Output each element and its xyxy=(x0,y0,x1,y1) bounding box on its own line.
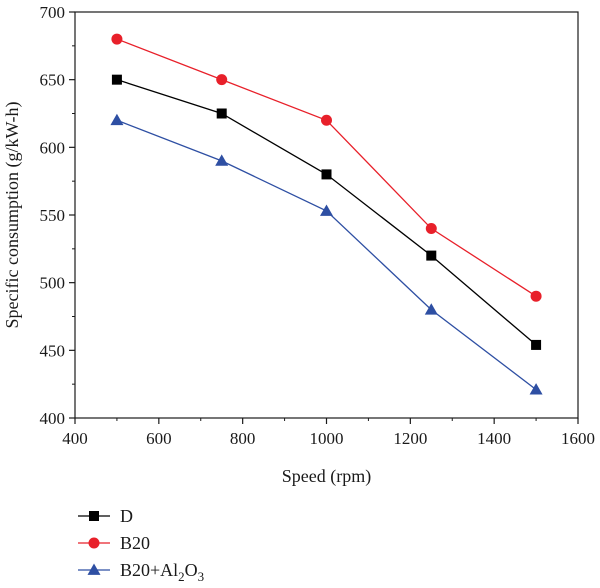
data-point xyxy=(216,74,228,86)
series-layer xyxy=(110,33,543,395)
y-axis: 400 450 500 550 600 650 700 xyxy=(40,3,75,428)
data-point xyxy=(425,223,437,235)
legend: D B20 B20+Al2O3 xyxy=(78,506,204,584)
data-point xyxy=(110,113,124,126)
legend-item: B20 xyxy=(78,533,150,553)
y-tick-label: 550 xyxy=(40,206,66,225)
x-tick-label: 600 xyxy=(146,429,172,448)
series-d xyxy=(111,74,542,350)
y-tick-label: 700 xyxy=(40,3,66,22)
data-point xyxy=(111,74,122,85)
legend-marker xyxy=(89,511,99,521)
x-tick-label: 1000 xyxy=(310,429,344,448)
data-point xyxy=(111,33,123,45)
x-axis: 400 600 800 1000 1200 1400 1600 xyxy=(62,418,595,448)
legend-label: B20+Al2O3 xyxy=(120,560,204,584)
y-tick-label: 500 xyxy=(40,274,66,293)
data-point xyxy=(215,154,229,166)
x-tick-label: 1600 xyxy=(561,429,595,448)
legend-marker xyxy=(87,563,101,575)
legend-marker xyxy=(88,537,100,549)
y-axis-title: Specific consumption (g/kW-h) xyxy=(2,102,23,329)
x-axis-title: Speed (rpm) xyxy=(282,466,371,487)
x-tick-label: 800 xyxy=(230,429,256,448)
y-tick-label: 650 xyxy=(40,71,66,90)
series-line xyxy=(116,38,537,297)
data-point xyxy=(529,383,543,395)
data-point xyxy=(320,204,333,216)
series-b20 xyxy=(111,33,542,302)
legend-item: D xyxy=(78,506,133,526)
legend-label: D xyxy=(120,506,133,526)
y-tick-label: 400 xyxy=(40,409,66,428)
x-tick-label: 1200 xyxy=(393,429,427,448)
data-point xyxy=(531,339,542,350)
data-point xyxy=(426,250,437,261)
legend-label: B20 xyxy=(120,533,150,553)
y-tick-label: 450 xyxy=(40,341,66,360)
data-point xyxy=(424,303,438,315)
data-point xyxy=(216,108,227,119)
data-point xyxy=(530,290,542,302)
y-tick-label: 600 xyxy=(40,138,66,157)
data-point xyxy=(321,169,332,180)
data-point xyxy=(321,114,332,126)
x-tick-label: 1400 xyxy=(477,429,511,448)
legend-item: B20+Al2O3 xyxy=(78,560,204,584)
series-b20al xyxy=(110,113,543,395)
x-tick-label: 400 xyxy=(62,429,88,448)
